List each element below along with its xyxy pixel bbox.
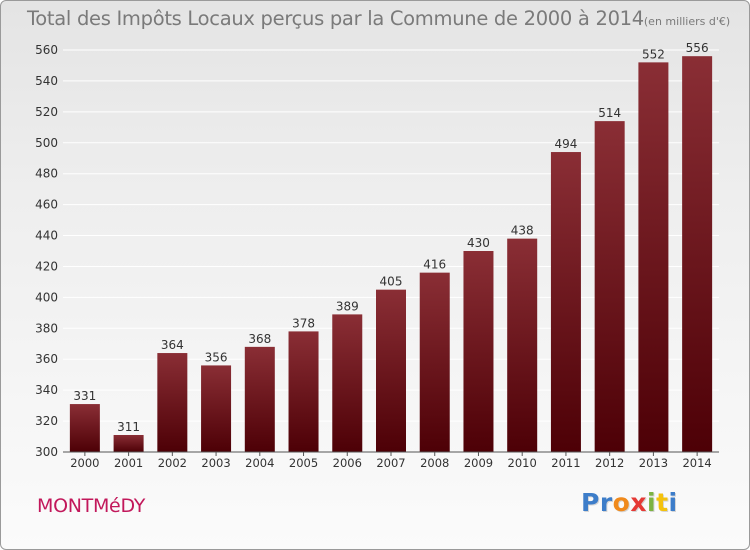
x-tick-label: 2001	[114, 456, 143, 470]
bar	[244, 346, 275, 452]
bar-value-label: 331	[73, 389, 96, 403]
logo-letter: P	[581, 488, 600, 517]
bar-value-label: 405	[380, 275, 403, 289]
y-axis-ticks: 300 320 340 360 380 400 420 440 460 480 500 520 540 5…	[35, 43, 58, 459]
bar-value-label: 389	[336, 299, 359, 313]
bar-value-label: 378	[292, 316, 315, 330]
y-tick-label: 320	[35, 414, 58, 428]
bar	[157, 353, 188, 452]
bar-value-label: 364	[161, 338, 184, 352]
y-tick-label: 440	[35, 229, 58, 243]
bar	[376, 289, 406, 452]
bar	[113, 434, 144, 452]
logo-letter: t	[656, 488, 669, 517]
bar-value-labels: 331 311 364 356 368 378 389 405 416 430 438 494 514 5…	[73, 41, 708, 434]
bar	[69, 404, 100, 452]
y-tick-label: 520	[35, 105, 58, 119]
x-tick-label: 2004	[245, 456, 274, 470]
bar	[594, 121, 625, 452]
bar	[332, 314, 363, 452]
y-tick-label: 380	[35, 321, 58, 335]
x-tick-label: 2003	[201, 456, 230, 470]
bar-value-label: 430	[467, 236, 490, 250]
bar-value-label: 311	[117, 420, 140, 434]
bar	[682, 56, 713, 452]
y-tick-label: 360	[35, 352, 58, 366]
y-tick-label: 460	[35, 198, 58, 212]
x-tick-label: 2000	[70, 456, 99, 470]
bar-value-label: 514	[598, 106, 621, 120]
bar-value-label: 438	[511, 224, 534, 238]
bar	[201, 365, 232, 452]
x-tick-label: 2013	[639, 456, 668, 470]
y-tick-label: 420	[35, 259, 58, 273]
bars	[69, 56, 713, 453]
bar	[638, 62, 669, 452]
bar	[550, 152, 581, 453]
bar-value-label: 494	[554, 137, 577, 151]
y-tick-label: 560	[35, 43, 58, 57]
y-tick-label: 340	[35, 383, 58, 397]
bar-value-label: 552	[642, 47, 665, 61]
bar-value-label: 368	[248, 332, 271, 346]
bar-value-label: 356	[205, 350, 228, 364]
logo-letter: o	[612, 488, 631, 517]
x-tick-label: 2012	[595, 456, 624, 470]
x-tick-label: 2005	[289, 456, 318, 470]
logo-letter: i	[647, 488, 657, 517]
y-tick-label: 400	[35, 290, 58, 304]
x-tick-label: 2010	[508, 456, 537, 470]
chart-title-unit: (en milliers d'€)	[643, 15, 731, 28]
y-tick-label: 480	[35, 167, 58, 181]
proxiti-logo[interactable]: Proxiti	[581, 488, 678, 517]
x-tick-label: 2008	[420, 456, 449, 470]
y-tick-label: 500	[35, 136, 58, 150]
x-axis-ticks: 2000 2001 2002 2003 2004 2005 2006 2007 2008 2009…	[70, 452, 712, 470]
x-tick-label: 2014	[682, 456, 711, 470]
bar-value-label: 416	[423, 258, 446, 272]
x-tick-label: 2011	[551, 456, 580, 470]
y-tick-label: 540	[35, 74, 58, 88]
y-tick-label: 300	[35, 445, 58, 459]
bar	[507, 238, 538, 452]
x-tick-label: 2009	[464, 456, 493, 470]
chart-title-text: Total des Impôts Locaux perçus par la Co…	[27, 7, 644, 30]
chart-title: Total des Impôts Locaux perçus par la Co…	[27, 7, 730, 30]
bar-value-label: 556	[686, 41, 709, 55]
logo-letter: r	[599, 488, 613, 517]
x-tick-label: 2002	[158, 456, 187, 470]
bar	[463, 251, 494, 452]
x-tick-label: 2007	[376, 456, 405, 470]
logo-letter: x	[630, 488, 647, 517]
bar	[288, 331, 319, 452]
commune-name: MONTMéDY	[37, 495, 146, 517]
bar	[419, 272, 450, 452]
x-tick-label: 2006	[333, 456, 362, 470]
logo-letter: i	[668, 488, 678, 517]
